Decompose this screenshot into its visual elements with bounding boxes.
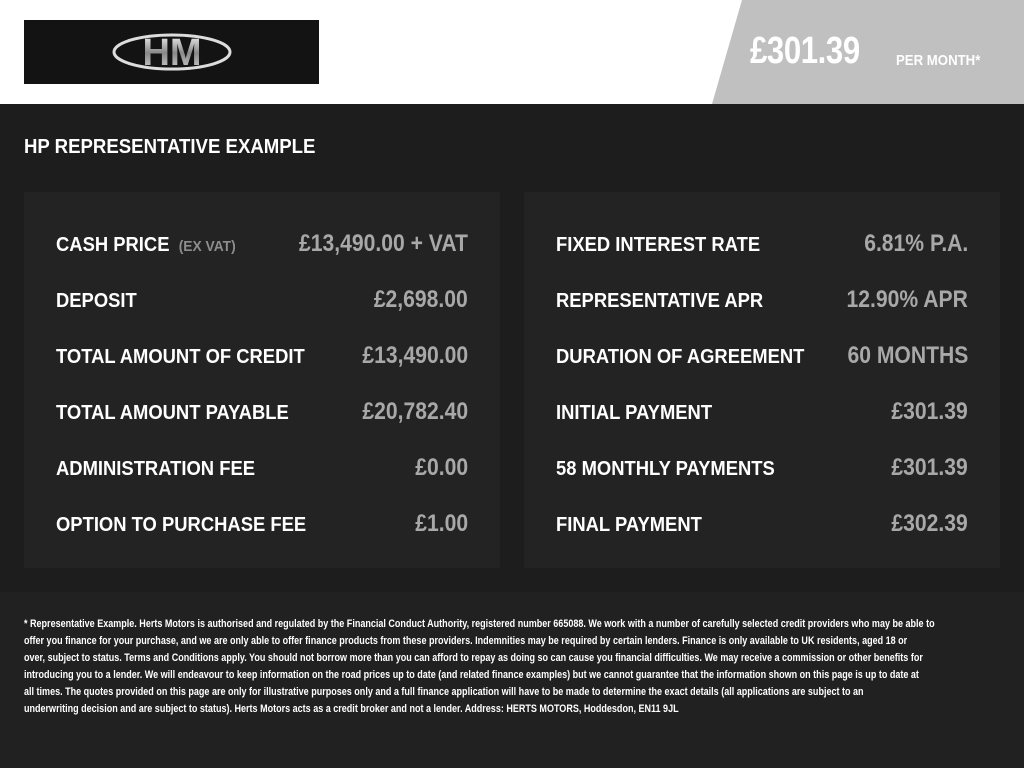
label: ADMINISTRATION FEE (56, 458, 255, 480)
value: 6.81% P.A. (863, 230, 968, 257)
page-title: HP REPRESENTATIVE EXAMPLE (24, 136, 316, 158)
row-deposit: DEPOSIT £2,698.00 (56, 286, 468, 316)
disclaimer-line: * Representative Example. Herts Motors i… (24, 618, 935, 630)
label: FIXED INTEREST RATE (556, 234, 761, 256)
value: £301.39 (891, 454, 968, 481)
disclaimer-line: over, subject to status. Terms and Condi… (24, 652, 923, 664)
row-monthly-payments: 58 MONTHLY PAYMENTS £301.39 (556, 454, 968, 484)
price-banner (712, 0, 1024, 104)
label: DEPOSIT (56, 290, 137, 312)
row-option-fee: OPTION TO PURCHASE FEE £1.00 (56, 510, 468, 540)
label: DURATION OF AGREEMENT (556, 346, 805, 368)
value: £0.00 (415, 454, 468, 481)
row-final-payment: FINAL PAYMENT £302.39 (556, 510, 968, 540)
row-interest-rate: FIXED INTEREST RATE 6.81% P.A. (556, 230, 968, 260)
hm-logo-icon: HM (112, 32, 231, 74)
value: £13,490.00 (362, 342, 468, 369)
value: £301.39 (891, 398, 968, 425)
herts-motors-logo[interactable]: HM (24, 20, 319, 84)
disclaimer-line: underwriting decision and are subject to… (24, 703, 679, 715)
row-admin-fee: ADMINISTRATION FEE £0.00 (56, 454, 468, 484)
label: OPTION TO PURCHASE FEE (56, 514, 307, 536)
row-total-credit: TOTAL AMOUNT OF CREDIT £13,490.00 (56, 342, 468, 372)
footer: * Representative Example. Herts Motors i… (0, 592, 1024, 768)
row-duration: DURATION OF AGREEMENT 60 MONTHS (556, 342, 968, 372)
disclaimer-text: * Representative Example. Herts Motors i… (24, 616, 1024, 718)
sub-label: (EX VAT) (178, 238, 236, 255)
value: 60 MONTHS (847, 342, 968, 369)
value: £1.00 (415, 510, 468, 537)
value: £302.39 (891, 510, 968, 537)
header: HM £301.39 PER MONTH* (0, 0, 1024, 104)
finance-details-left: CASH PRICE (EX VAT) £13,490.00 + VAT DEPOS… (24, 192, 500, 568)
value: 12.90% APR (846, 286, 968, 313)
row-total-payable: TOTAL AMOUNT PAYABLE £20,782.40 (56, 398, 468, 428)
label: REPRESENTATIVE APR (556, 290, 764, 312)
finance-details-right: FIXED INTEREST RATE 6.81% P.A. REPRESENTA… (524, 192, 1000, 568)
label: TOTAL AMOUNT PAYABLE (56, 402, 289, 424)
monthly-price: £301.39 (750, 30, 860, 72)
label: FINAL PAYMENT (556, 514, 702, 536)
disclaimer-line: offer you finance for your purchase, and… (24, 635, 908, 647)
value: £20,782.40 (362, 398, 468, 425)
label: 58 MONTHLY PAYMENTS (556, 458, 775, 480)
value: £13,490.00 + VAT (299, 230, 468, 257)
svg-text:HM: HM (142, 32, 201, 74)
row-apr: REPRESENTATIVE APR 12.90% APR (556, 286, 968, 316)
label: CASH PRICE (56, 234, 170, 256)
label: INITIAL PAYMENT (556, 402, 713, 424)
label: TOTAL AMOUNT OF CREDIT (56, 346, 305, 368)
disclaimer-line: introducing you to a lender. We will end… (24, 669, 919, 681)
per-month-label: PER MONTH* (896, 52, 981, 69)
row-initial-payment: INITIAL PAYMENT £301.39 (556, 398, 968, 428)
row-cash-price: CASH PRICE (EX VAT) £13,490.00 + VAT (56, 230, 468, 260)
value: £2,698.00 (374, 286, 468, 313)
disclaimer-line: all times. The quotes provided on this p… (24, 686, 864, 698)
